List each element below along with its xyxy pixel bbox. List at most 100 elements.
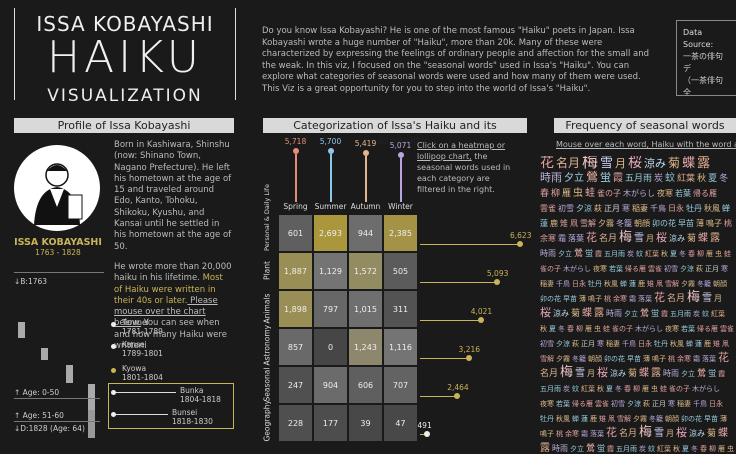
heatmap-cell[interactable]: 0 <box>313 328 348 366</box>
seasonal-word[interactable]: 炭 <box>654 174 664 184</box>
heatmap-cell[interactable]: 1,243 <box>348 328 383 366</box>
seasonal-word[interactable]: 萩 <box>594 204 602 213</box>
seasonal-word[interactable]: 冬籠 <box>649 415 663 423</box>
seasonal-word[interactable]: 雁 <box>706 250 714 258</box>
seasonal-word[interactable]: 正月 <box>705 265 719 273</box>
seasonal-word[interactable]: 蚊 <box>648 445 656 453</box>
seasonal-word[interactable]: 月 <box>714 294 723 303</box>
seasonal-word[interactable]: 帰る雁 <box>697 325 718 333</box>
seasonal-word[interactable]: 夏 <box>549 325 556 333</box>
seasonal-word[interactable]: 蝉 <box>686 340 693 348</box>
seasonal-word[interactable]: 鹿 <box>550 219 558 228</box>
seasonal-word[interactable]: 落葉 <box>702 355 716 363</box>
season-lollipop-stem[interactable] <box>294 153 297 202</box>
seasonal-word[interactable]: 桃 <box>668 355 675 363</box>
era-label[interactable]: Tenmei 1781-1789 <box>122 318 163 336</box>
seasonal-word[interactable]: 蝶 <box>698 233 709 244</box>
era-dot[interactable] <box>111 344 116 349</box>
seasonal-word[interactable]: 月 <box>646 234 655 243</box>
heatmap-cell[interactable]: 177 <box>313 404 348 442</box>
seasonal-word[interactable]: 凧 <box>656 280 663 288</box>
seasonal-word[interactable]: 霞 <box>607 445 615 453</box>
category-lollipop-dot[interactable] <box>454 393 461 399</box>
category-row-label[interactable]: Astronomy <box>262 324 272 366</box>
seasonal-word[interactable]: 春 <box>688 250 696 258</box>
heatmap-cell[interactable]: 606 <box>348 366 383 404</box>
heatmap-cell[interactable]: 857 <box>278 328 313 366</box>
seasonal-word[interactable]: 牡丹 <box>540 415 554 423</box>
seasonal-word[interactable]: 寒 <box>622 204 630 213</box>
seasonal-word[interactable]: 秋風 <box>556 415 570 423</box>
seasonal-word[interactable]: 卯の花 <box>604 355 625 363</box>
seasonal-word[interactable]: 千鳥 <box>556 280 570 288</box>
seasonal-word[interactable]: 余寒 <box>613 295 627 303</box>
seasonal-word[interactable]: 鹿 <box>590 415 597 423</box>
seasonal-word[interactable]: 花 <box>586 231 597 244</box>
heatmap-cell[interactable]: 904 <box>313 366 348 404</box>
seasonal-word[interactable]: 時雨 <box>552 444 568 453</box>
heatmap-cell[interactable]: 311 <box>383 290 418 328</box>
seasonal-word[interactable]: 月 <box>587 369 596 378</box>
seasonal-word[interactable]: 夕涼 <box>627 400 641 408</box>
seasonal-word[interactable]: 蛍 <box>600 171 612 184</box>
seasonal-word[interactable]: 蝉 <box>722 204 730 213</box>
seasonal-word[interactable]: 梅 <box>687 290 701 305</box>
season-lollipop-stem[interactable] <box>399 158 402 202</box>
seasonal-word[interactable]: 牡丹 <box>654 340 668 348</box>
seasonal-word[interactable]: 蛙 <box>660 385 667 393</box>
seasonal-word[interactable]: 名月 <box>540 369 559 379</box>
seasonal-word[interactable]: 初雪 <box>664 265 678 273</box>
seasonal-word[interactable]: 余寒 <box>677 355 691 363</box>
seasonal-word[interactable]: 稲妻 <box>632 204 648 213</box>
seasonal-word[interactable]: 夜寒 <box>540 400 554 408</box>
seasonal-word[interactable]: 凧 <box>722 340 729 348</box>
seasonal-word[interactable]: 五月雨 <box>604 250 626 258</box>
seasonal-word[interactable]: 五月雨 <box>670 310 692 318</box>
seasonal-word[interactable]: 鹿 <box>704 340 711 348</box>
seasonal-word[interactable]: 桃 <box>604 295 611 303</box>
seasonal-word[interactable]: 梅 <box>582 156 599 171</box>
seasonal-word[interactable]: 千鳥 <box>693 400 707 408</box>
seasonal-word[interactable]: 冬 <box>615 385 622 393</box>
seasonal-word[interactable]: 柳 <box>633 385 640 393</box>
timeline-bar[interactable] <box>66 365 73 383</box>
heatmap-cell[interactable]: 2,693 <box>313 214 348 252</box>
seasonal-word[interactable]: 涼み <box>644 157 667 170</box>
seasonal-word[interactable]: 蓮 <box>629 280 636 288</box>
season-column-label[interactable]: Autumn <box>350 202 381 211</box>
seasonal-word[interactable]: 蛍 <box>585 249 594 258</box>
seasonal-word[interactable]: 夏 <box>606 385 613 393</box>
seasonal-word[interactable]: 鹿 <box>638 280 645 288</box>
seasonal-word[interactable]: 蝶 <box>582 308 593 319</box>
season-lollipop-dot[interactable] <box>397 152 404 159</box>
heatmap-cell[interactable]: 39 <box>348 404 383 442</box>
word-cloud[interactable]: 花名月梅雪月桜涼み菊蝶露時雨 夕立鶯蛍霞五月雨炭蚊紅葉秋夏冬春柳雁虫蛙雀の子 木がら… <box>540 156 736 454</box>
category-lollipop-stem[interactable] <box>420 320 481 321</box>
category-lollipop-dot[interactable] <box>465 355 472 361</box>
seasonal-word[interactable]: 柳 <box>551 189 561 199</box>
seasonal-word[interactable]: 涼み <box>610 369 627 378</box>
seasonal-word[interactable]: 千鳥 <box>650 204 666 213</box>
seasonal-word[interactable]: 花 <box>654 291 665 304</box>
seasonal-word[interactable]: 蛙 <box>585 188 596 199</box>
seasonal-word[interactable]: 木がらし <box>563 265 591 273</box>
seasonal-word[interactable]: 稲妻 <box>540 280 554 288</box>
era-dot[interactable] <box>111 322 116 327</box>
season-lollipop-dot[interactable] <box>292 147 299 154</box>
seasonal-word[interactable]: 桜 <box>656 231 668 244</box>
seasonal-word[interactable]: 秋風 <box>670 340 684 348</box>
seasonal-word[interactable]: 雀の子 <box>669 385 690 393</box>
seasonal-word[interactable]: 桜 <box>540 306 551 319</box>
seasonal-word[interactable]: 雪解 <box>617 415 631 423</box>
seasonal-word[interactable]: 五月雨 <box>540 385 561 393</box>
seasonal-word[interactable]: 桜 <box>628 156 643 171</box>
seasonal-word[interactable]: 鶯 <box>586 444 596 454</box>
seasonal-word[interactable]: 日永 <box>572 280 586 288</box>
seasonal-word[interactable]: 萩 <box>572 340 579 348</box>
era-label[interactable]: Bunsei 1818-1830 <box>172 408 213 426</box>
seasonal-word[interactable]: 夕涼 <box>576 204 592 213</box>
seasonal-word[interactable]: 朝顔 <box>665 415 679 423</box>
seasonal-word[interactable]: 虫 <box>594 325 601 333</box>
seasonal-word[interactable]: 春 <box>540 189 550 199</box>
seasonal-word[interactable]: 蚊 <box>702 310 710 318</box>
